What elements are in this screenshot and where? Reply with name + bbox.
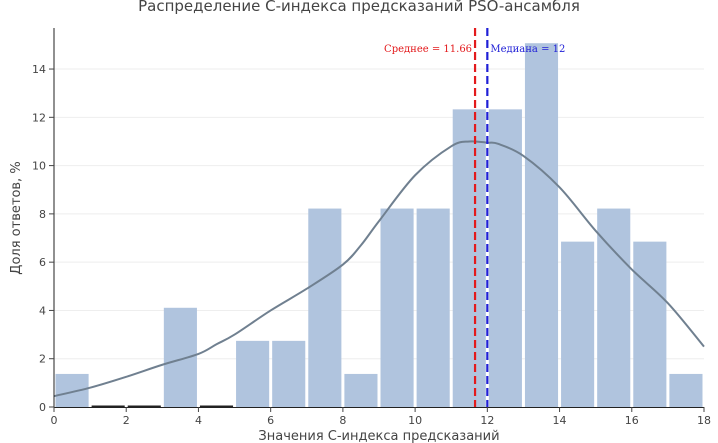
density-curve-layer [53,140,705,398]
y-tick-label: 12 [32,111,46,124]
histogram-bar [163,307,197,407]
y-tick-label: 4 [39,304,46,317]
histogram-bar [524,43,559,407]
x-tick-label: 14 [553,414,567,427]
x-tick-label: 12 [480,414,494,427]
histogram-bar [236,340,270,407]
histogram-bar [452,109,486,407]
x-tick-label: 2 [123,414,130,427]
y-tick-label: 2 [39,353,46,366]
y-tick-label: 10 [32,160,46,173]
bars [55,43,703,408]
y-axis-label: Доля ответов, % [9,161,24,274]
x-tick-label: 8 [339,414,346,427]
y-tick-label: 6 [39,256,46,269]
mean-annotation: Среднее = 11.66 [384,44,472,55]
median-annotation: Медиана = 12 [490,44,565,55]
histogram-bar [344,373,378,407]
y-tick-label: 14 [32,63,46,76]
histogram-bar [633,241,667,407]
x-tick-label: 4 [195,414,202,427]
x-axis-label: Значения C-индекса предсказаний [258,429,499,443]
histogram-bar [597,208,631,407]
histogram-bar [416,208,450,407]
histogram-bar [272,340,306,407]
x-tick-label: 16 [625,414,639,427]
histogram-bar [561,241,595,407]
x-tick-label: 0 [51,414,58,427]
y-tick-label: 8 [39,208,46,221]
axes: 0 2 4 6 8 10 12 14 0 2 4 6 8 10 12 14 16 18 [32,28,711,427]
histogram-bar [55,373,89,407]
x-tick-label: 6 [267,414,274,427]
histogram-bar [308,208,342,407]
y-tick-label: 0 [39,401,46,414]
x-tick-label: 10 [408,414,422,427]
x-tick-label: 18 [697,414,711,427]
reference-lines: Среднее = 11.66 Медиана = 12 [384,28,565,407]
density-curve [53,140,705,398]
histogram-bar [669,373,703,407]
chart-title: Распределение C-индекса предсказаний PSO… [138,0,580,15]
grid-lines [54,68,704,360]
histogram-bar [488,109,522,407]
histogram-bar [380,208,414,407]
